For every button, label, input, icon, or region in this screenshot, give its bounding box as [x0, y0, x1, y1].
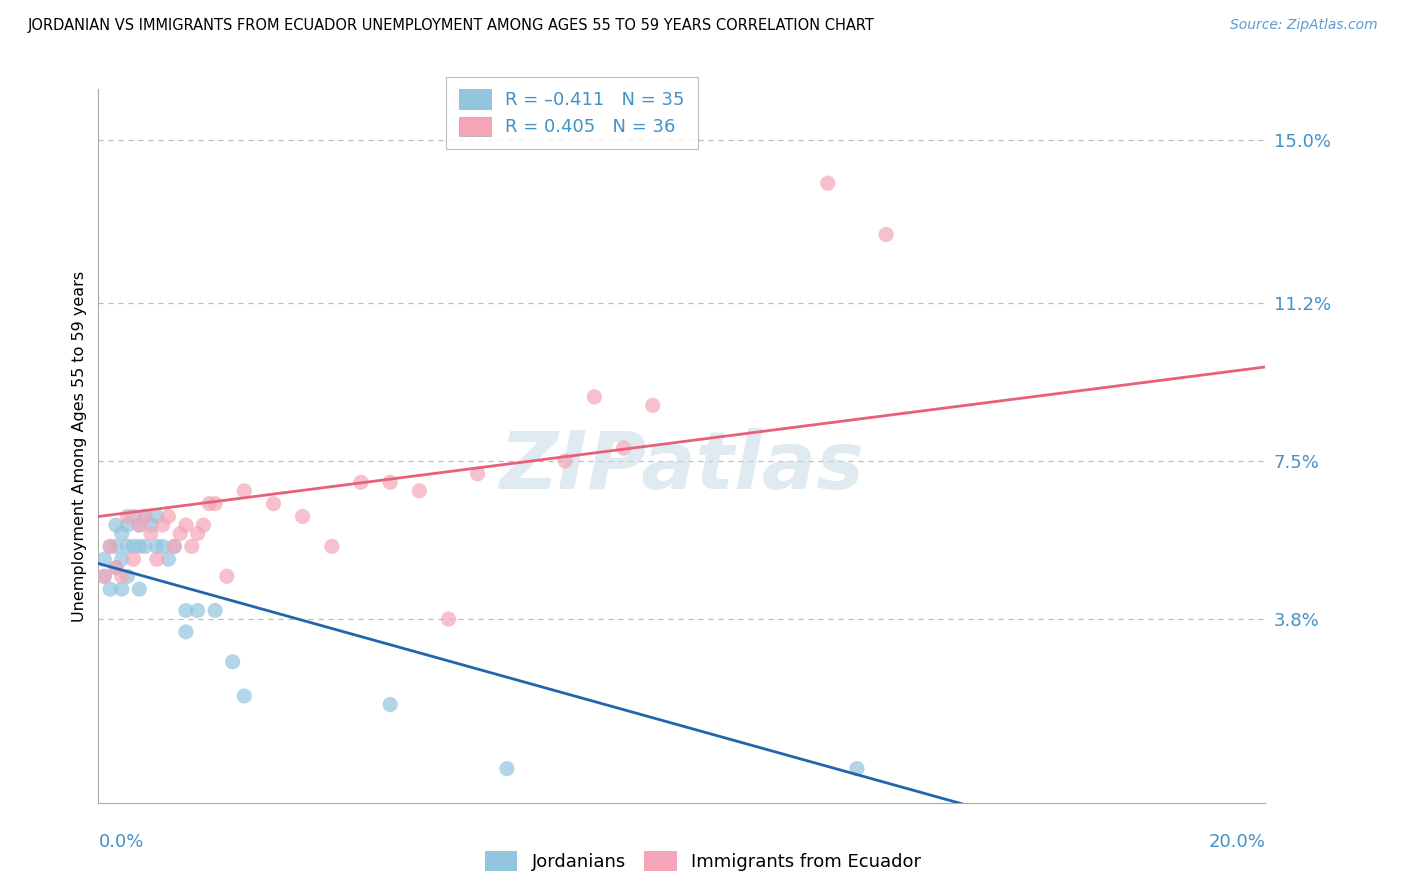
Point [221, 655, 243, 669]
Point [157, 509, 180, 524]
Point [817, 176, 839, 190]
Point [291, 509, 314, 524]
Point [437, 612, 460, 626]
Point [146, 540, 169, 554]
Point [152, 540, 174, 554]
Point [174, 624, 197, 639]
Point [641, 398, 664, 412]
Text: Source: ZipAtlas.com: Source: ZipAtlas.com [1230, 18, 1378, 32]
Point [554, 454, 576, 468]
Point [122, 540, 145, 554]
Point [117, 518, 139, 533]
Point [122, 552, 145, 566]
Point [111, 582, 134, 596]
Point [169, 526, 191, 541]
Text: JORDANIAN VS IMMIGRANTS FROM ECUADOR UNEMPLOYMENT AMONG AGES 55 TO 59 YEARS CORR: JORDANIAN VS IMMIGRANTS FROM ECUADOR UNE… [28, 18, 875, 33]
Point [98, 582, 121, 596]
Point [98, 540, 121, 554]
Point [111, 526, 134, 541]
Point [174, 518, 197, 533]
Point [350, 475, 373, 490]
Point [262, 497, 284, 511]
Point [204, 603, 226, 617]
Point [93, 552, 115, 566]
Point [163, 540, 186, 554]
Point [380, 475, 402, 490]
Point [496, 762, 519, 776]
Point [111, 569, 134, 583]
Point [93, 569, 115, 583]
Point [233, 689, 256, 703]
Point [122, 509, 145, 524]
Point [104, 561, 127, 575]
Point [846, 762, 869, 776]
Point [612, 441, 634, 455]
Point [117, 509, 139, 524]
Point [198, 497, 221, 511]
Point [104, 561, 127, 575]
Point [204, 497, 226, 511]
Point [583, 390, 606, 404]
Legend: R = –0.411   N = 35, R = 0.405   N = 36: R = –0.411 N = 35, R = 0.405 N = 36 [446, 77, 697, 149]
Point [157, 552, 180, 566]
Point [174, 603, 197, 617]
Point [134, 540, 156, 554]
Point [233, 483, 256, 498]
Point [128, 582, 150, 596]
Y-axis label: Unemployment Among Ages 55 to 59 years: Unemployment Among Ages 55 to 59 years [72, 270, 87, 622]
Point [146, 509, 169, 524]
Point [875, 227, 897, 242]
Text: 0.0%: 0.0% [98, 833, 143, 851]
Point [163, 540, 186, 554]
Point [139, 518, 162, 533]
Point [467, 467, 489, 481]
Point [380, 698, 402, 712]
Text: ZIPatlas: ZIPatlas [499, 428, 865, 507]
Point [117, 569, 139, 583]
Point [187, 526, 209, 541]
Point [128, 518, 150, 533]
Point [152, 518, 174, 533]
Text: 20.0%: 20.0% [1209, 833, 1265, 851]
Point [104, 518, 127, 533]
Point [187, 603, 209, 617]
Point [193, 518, 215, 533]
Point [146, 552, 169, 566]
Point [111, 552, 134, 566]
Point [104, 540, 127, 554]
Point [134, 509, 156, 524]
Point [321, 540, 343, 554]
Point [117, 540, 139, 554]
Point [128, 540, 150, 554]
Point [134, 509, 156, 524]
Point [139, 526, 162, 541]
Point [180, 540, 202, 554]
Legend: Jordanians, Immigrants from Ecuador: Jordanians, Immigrants from Ecuador [478, 844, 928, 879]
Point [215, 569, 238, 583]
Point [93, 569, 115, 583]
Point [408, 483, 430, 498]
Point [98, 540, 121, 554]
Point [128, 518, 150, 533]
